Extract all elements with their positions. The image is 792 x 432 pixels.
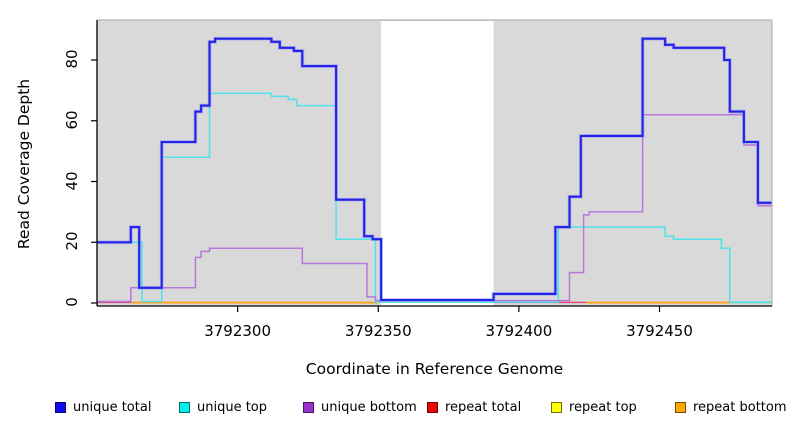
legend-swatch-icon — [551, 401, 562, 413]
legend: unique total unique top unique bottom repea… — [0, 396, 792, 420]
x-tick-label: 3792300 — [204, 322, 272, 340]
legend-label: repeat top — [569, 399, 637, 415]
legend-swatch-icon — [179, 401, 190, 413]
legend-item-unique-total: unique total — [55, 396, 151, 418]
legend-label: repeat total — [445, 399, 522, 415]
legend-item-repeat-bottom: repeat bottom — [675, 396, 787, 418]
series-unique-bottom — [97, 113, 772, 303]
y-tick-label: 60 — [63, 110, 81, 130]
legend-label: repeat bottom — [693, 399, 787, 415]
x-axis-title: Coordinate in Reference Genome — [305, 360, 564, 378]
x-tick-label: 3792450 — [626, 322, 693, 340]
y-tick-label: 0 — [63, 297, 81, 307]
legend-label: unique top — [197, 399, 268, 415]
coverage-gap-region — [381, 21, 494, 306]
legend-swatch-icon — [55, 401, 66, 413]
legend-item-unique-bottom: unique bottom — [303, 396, 417, 418]
series-unique-total — [97, 37, 772, 302]
legend-label: unique bottom — [321, 399, 417, 415]
legend-swatch-icon — [675, 401, 686, 413]
legend-item-unique-top: unique top — [179, 396, 267, 418]
y-tick-label: 20 — [63, 231, 81, 251]
y-axis-title: Read Coverage Depth — [15, 78, 33, 250]
y-tick-label: 40 — [63, 170, 81, 191]
legend-item-repeat-top: repeat top — [551, 396, 637, 418]
y-tick-label: 80 — [63, 49, 81, 69]
legend-swatch-icon — [303, 401, 314, 413]
legend-label: unique total — [73, 399, 152, 415]
legend-swatch-icon — [427, 401, 438, 413]
x-tick-label: 3792400 — [485, 322, 553, 340]
x-tick-label: 3792350 — [344, 322, 412, 340]
legend-item-repeat-total: repeat total — [427, 396, 521, 418]
